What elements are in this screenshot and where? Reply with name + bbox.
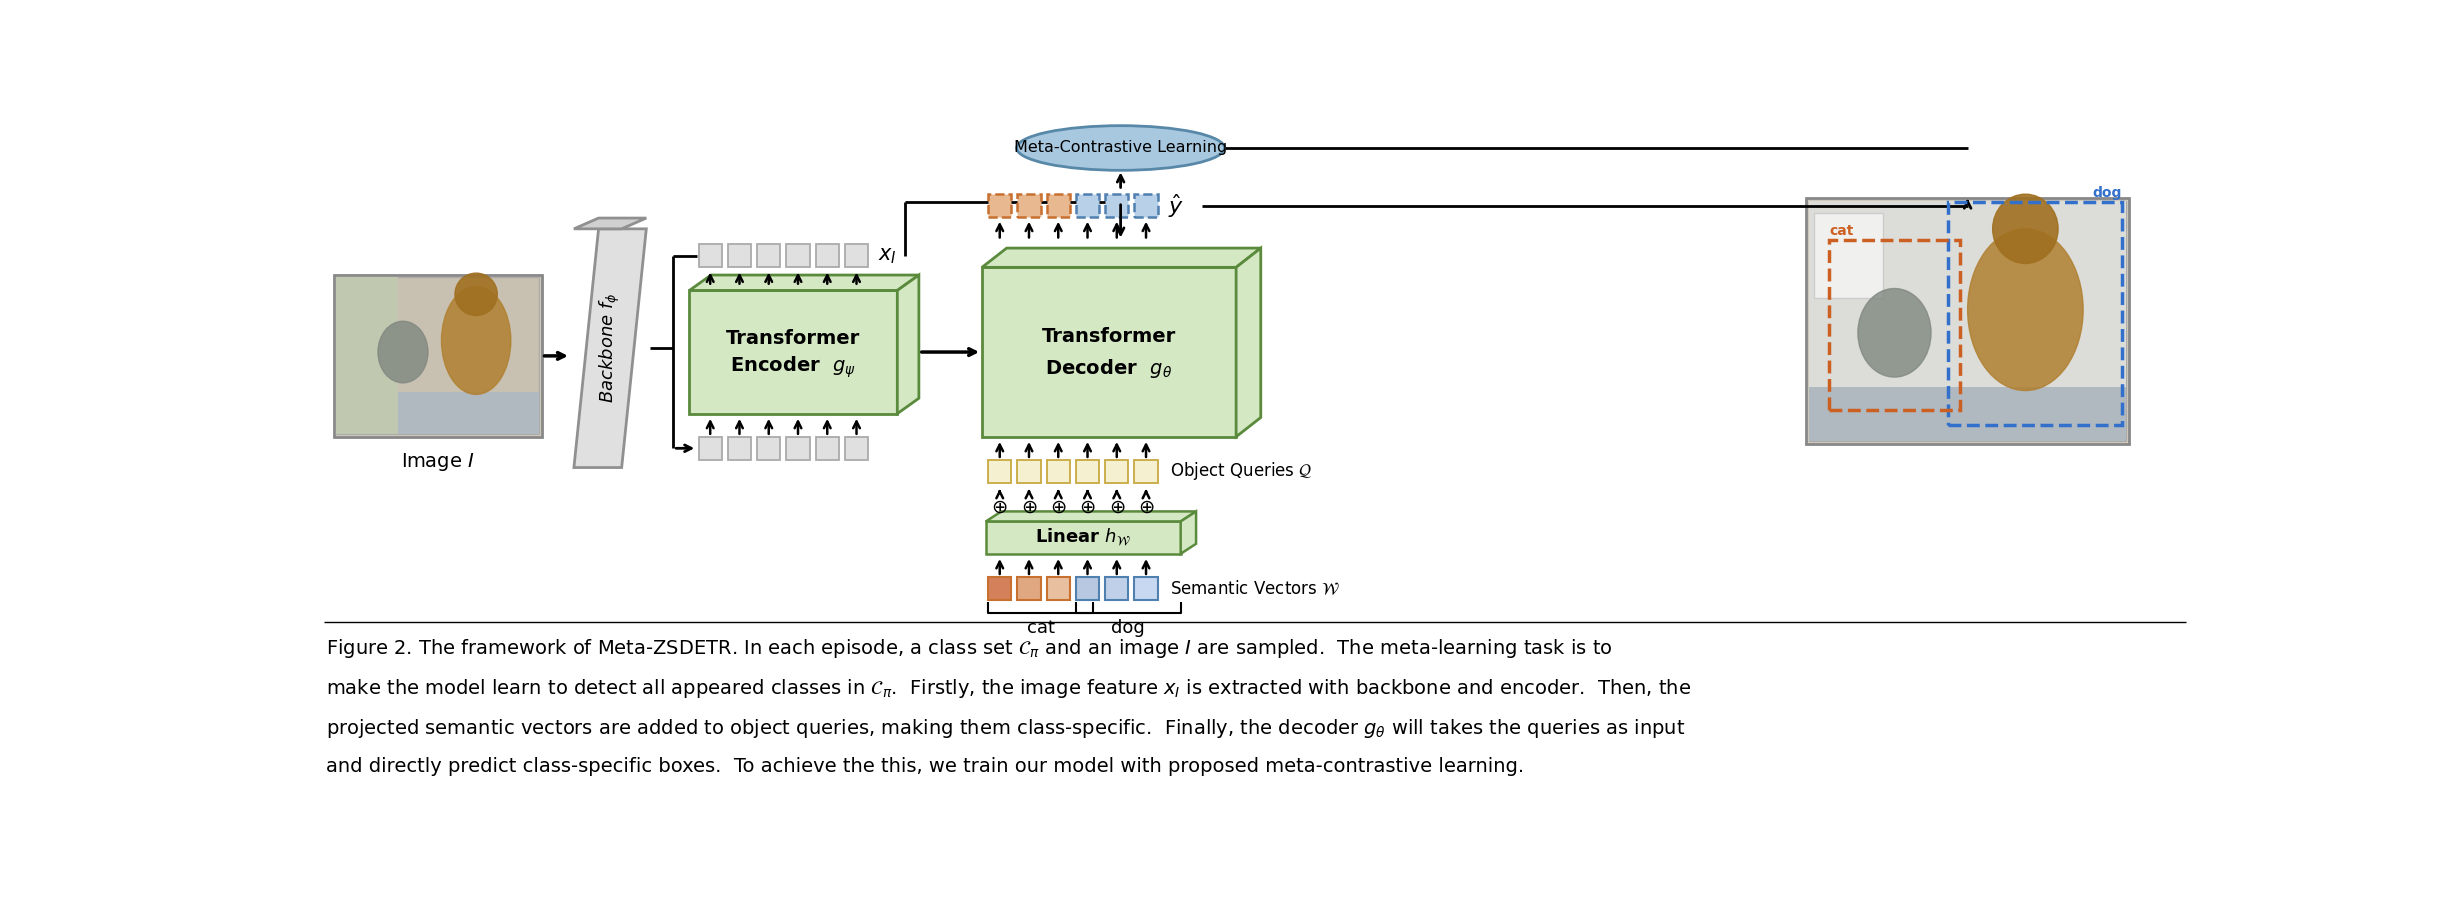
Bar	[1809, 388, 2127, 441]
Text: $\oplus$: $\oplus$	[1138, 498, 1155, 517]
Bar	[987, 522, 1180, 554]
Bar	[1018, 577, 1040, 600]
Polygon shape	[573, 229, 646, 467]
Bar	[698, 245, 722, 267]
Text: Semantic Vectors $\mathcal{W}$: Semantic Vectors $\mathcal{W}$	[1170, 579, 1339, 598]
Polygon shape	[1236, 248, 1261, 437]
Text: $\oplus$: $\oplus$	[1050, 498, 1067, 517]
Ellipse shape	[441, 286, 512, 394]
Bar	[845, 245, 869, 267]
Text: Linear $h_{\mathcal{W}}$: Linear $h_{\mathcal{W}}$	[1036, 527, 1131, 548]
Text: Object Queries $\mathcal{Q}$: Object Queries $\mathcal{Q}$	[1170, 460, 1312, 482]
Bar	[982, 267, 1236, 437]
Ellipse shape	[1016, 126, 1224, 170]
Bar	[1807, 198, 2130, 445]
Text: dog: dog	[1111, 619, 1146, 637]
Polygon shape	[898, 275, 918, 414]
Bar	[1048, 577, 1070, 600]
Text: Meta-Contrastive Learning: Meta-Contrastive Learning	[1013, 140, 1226, 156]
Bar	[1829, 240, 1961, 410]
Bar	[1018, 194, 1040, 217]
Bar	[1104, 577, 1129, 600]
Polygon shape	[690, 275, 918, 291]
Text: and directly predict class-specific boxes.  To achieve the this, we train our mo: and directly predict class-specific boxe…	[326, 757, 1525, 776]
Bar	[1809, 201, 2127, 441]
Bar	[1077, 577, 1099, 600]
Text: Transformer: Transformer	[727, 329, 862, 348]
Bar	[1104, 460, 1129, 483]
Bar	[989, 460, 1011, 483]
Bar	[786, 245, 810, 267]
Text: make the model learn to detect all appeared classes in $\mathcal{C}_{\pi}$.  Fir: make the model learn to detect all appea…	[326, 677, 1692, 700]
Bar	[333, 275, 541, 437]
Polygon shape	[1180, 511, 1197, 554]
Ellipse shape	[377, 322, 428, 383]
Polygon shape	[982, 248, 1261, 267]
Text: Encoder  $g_{\psi}$: Encoder $g_{\psi}$	[730, 354, 857, 381]
Text: projected semantic vectors are added to object queries, making them class-specif: projected semantic vectors are added to …	[326, 717, 1684, 740]
Bar	[690, 291, 898, 414]
Bar	[756, 437, 781, 460]
Bar	[1133, 460, 1158, 483]
Text: $\oplus$: $\oplus$	[1109, 498, 1126, 517]
Text: Transformer: Transformer	[1043, 327, 1175, 346]
Text: $x_I$: $x_I$	[879, 246, 896, 265]
Text: Decoder  $g_{\theta}$: Decoder $g_{\theta}$	[1045, 358, 1173, 381]
Text: Image $\mathit{I}$: Image $\mathit{I}$	[401, 450, 475, 473]
Bar	[989, 194, 1011, 217]
Text: cat: cat	[1026, 619, 1055, 637]
Bar	[335, 277, 397, 435]
Text: dog: dog	[2093, 186, 2122, 199]
Bar	[1133, 577, 1158, 600]
Bar	[1077, 460, 1099, 483]
Bar	[845, 437, 869, 460]
Bar	[1133, 194, 1158, 217]
Bar	[815, 437, 840, 460]
Ellipse shape	[1858, 288, 1931, 377]
Ellipse shape	[1993, 194, 2059, 264]
Bar	[698, 437, 722, 460]
Bar	[1949, 202, 2122, 425]
Bar	[989, 577, 1011, 600]
Text: $\oplus$: $\oplus$	[1021, 498, 1038, 517]
Text: cat: cat	[1829, 224, 1853, 238]
Ellipse shape	[1968, 229, 2083, 390]
Text: $\hat{y}$: $\hat{y}$	[1168, 192, 1182, 219]
Bar	[727, 245, 752, 267]
Text: Figure 2. The framework of Meta-ZSDETR. In each episode, a class set $\mathcal{C: Figure 2. The framework of Meta-ZSDETR. …	[326, 637, 1613, 660]
Text: $\oplus$: $\oplus$	[991, 498, 1009, 517]
Bar	[1104, 194, 1129, 217]
Polygon shape	[573, 218, 646, 229]
Bar	[786, 437, 810, 460]
Text: Backbone $f_{\phi}$: Backbone $f_{\phi}$	[597, 293, 622, 403]
Bar	[1048, 194, 1070, 217]
Bar	[1018, 460, 1040, 483]
Bar	[815, 245, 840, 267]
Bar	[1077, 194, 1099, 217]
Bar	[1809, 201, 2127, 388]
Bar	[1048, 460, 1070, 483]
Bar	[335, 277, 539, 435]
Bar	[727, 437, 752, 460]
Text: $\oplus$: $\oplus$	[1080, 498, 1097, 517]
Ellipse shape	[455, 273, 497, 315]
Bar	[1814, 214, 1883, 298]
Polygon shape	[987, 511, 1197, 522]
Bar	[335, 392, 539, 435]
Bar	[756, 245, 781, 267]
